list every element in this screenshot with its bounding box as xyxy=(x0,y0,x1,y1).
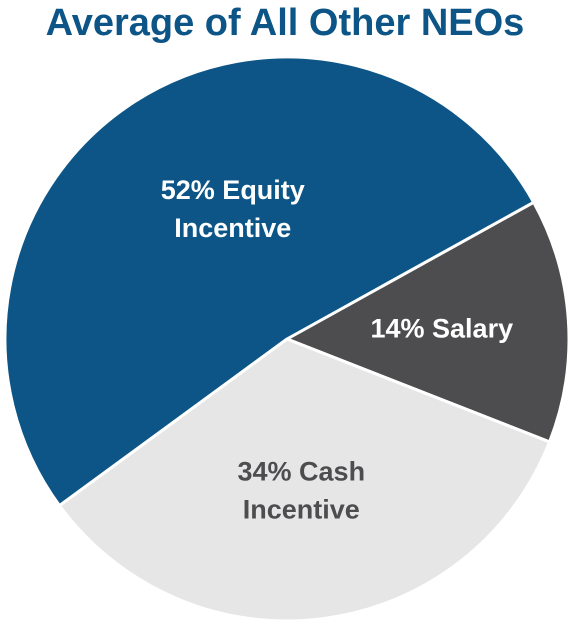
slice-label-cash-incentive: 34% Cash Incentive xyxy=(238,457,366,525)
slice-label-line: Incentive xyxy=(174,213,291,243)
chart-title: Average of All Other NEOs xyxy=(45,2,525,44)
pie-slice-cash-incentive xyxy=(57,337,552,623)
pie-slice-equity-incentive xyxy=(3,55,536,508)
slice-label-line: 52% Equity xyxy=(161,175,305,205)
pie-slices xyxy=(3,55,570,623)
pie-labels: 14% Salary 34% Cash Incentive 52% Equity Inc… xyxy=(161,175,513,525)
slice-label-line: 14% Salary xyxy=(370,314,513,344)
pie-slice-salary xyxy=(285,200,570,444)
slice-label-equity-incentive: 52% Equity Incentive xyxy=(161,175,305,243)
slice-label-salary: 14% Salary xyxy=(370,314,513,344)
slice-label-line: Incentive xyxy=(243,495,360,525)
slice-label-line: 34% Cash xyxy=(238,457,366,487)
